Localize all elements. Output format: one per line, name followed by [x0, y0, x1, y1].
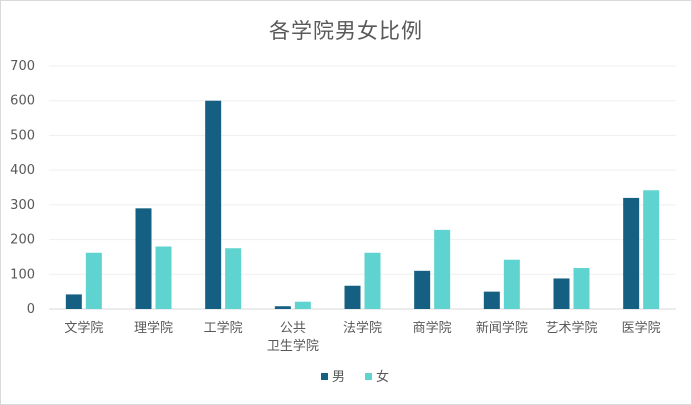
y-tick-label: 600	[10, 94, 35, 109]
bar-female	[85, 252, 102, 309]
x-category-label: 艺术学院	[545, 320, 597, 336]
legend-swatch	[321, 373, 328, 380]
bar-female	[503, 259, 520, 309]
bar-male	[414, 270, 431, 309]
y-tick-label: 300	[10, 198, 35, 213]
bar-male	[553, 278, 570, 309]
x-category-label: 文学院	[64, 320, 103, 336]
x-category-label: 新闻学院	[476, 320, 528, 336]
y-tick-label: 0	[27, 302, 35, 317]
x-category-label: 商学院	[413, 320, 452, 336]
bar-female	[434, 229, 451, 309]
bar-male	[65, 294, 82, 309]
x-category-label: 工学院	[204, 320, 243, 336]
bar-male	[205, 100, 222, 309]
x-category-label: 医学院	[622, 320, 661, 336]
legend-label: 男	[332, 370, 345, 385]
bar-female	[225, 248, 242, 309]
legend-label: 女	[376, 369, 389, 385]
bar-female	[643, 190, 660, 309]
y-tick-label: 200	[10, 233, 35, 248]
bar-male	[135, 208, 152, 309]
x-category-label: 公共	[280, 321, 306, 336]
y-tick-label: 500	[10, 128, 35, 143]
x-category-label: 理学院	[134, 320, 173, 336]
y-tick-label: 700	[10, 59, 35, 74]
y-tick-label: 100	[10, 267, 35, 282]
bar-female	[294, 301, 311, 309]
bar-male	[483, 291, 500, 309]
bar-male	[274, 306, 291, 309]
bar-female	[155, 246, 172, 309]
legend-swatch	[365, 373, 372, 380]
bar-female	[573, 268, 590, 309]
bar-male	[344, 285, 361, 309]
bar-female	[364, 252, 381, 309]
bar-male	[623, 197, 640, 309]
x-category-label: 卫生学院	[267, 338, 319, 354]
y-tick-label: 400	[10, 163, 35, 178]
chart-title: 各学院男女比例	[269, 19, 423, 43]
x-category-label: 法学院	[343, 320, 382, 336]
